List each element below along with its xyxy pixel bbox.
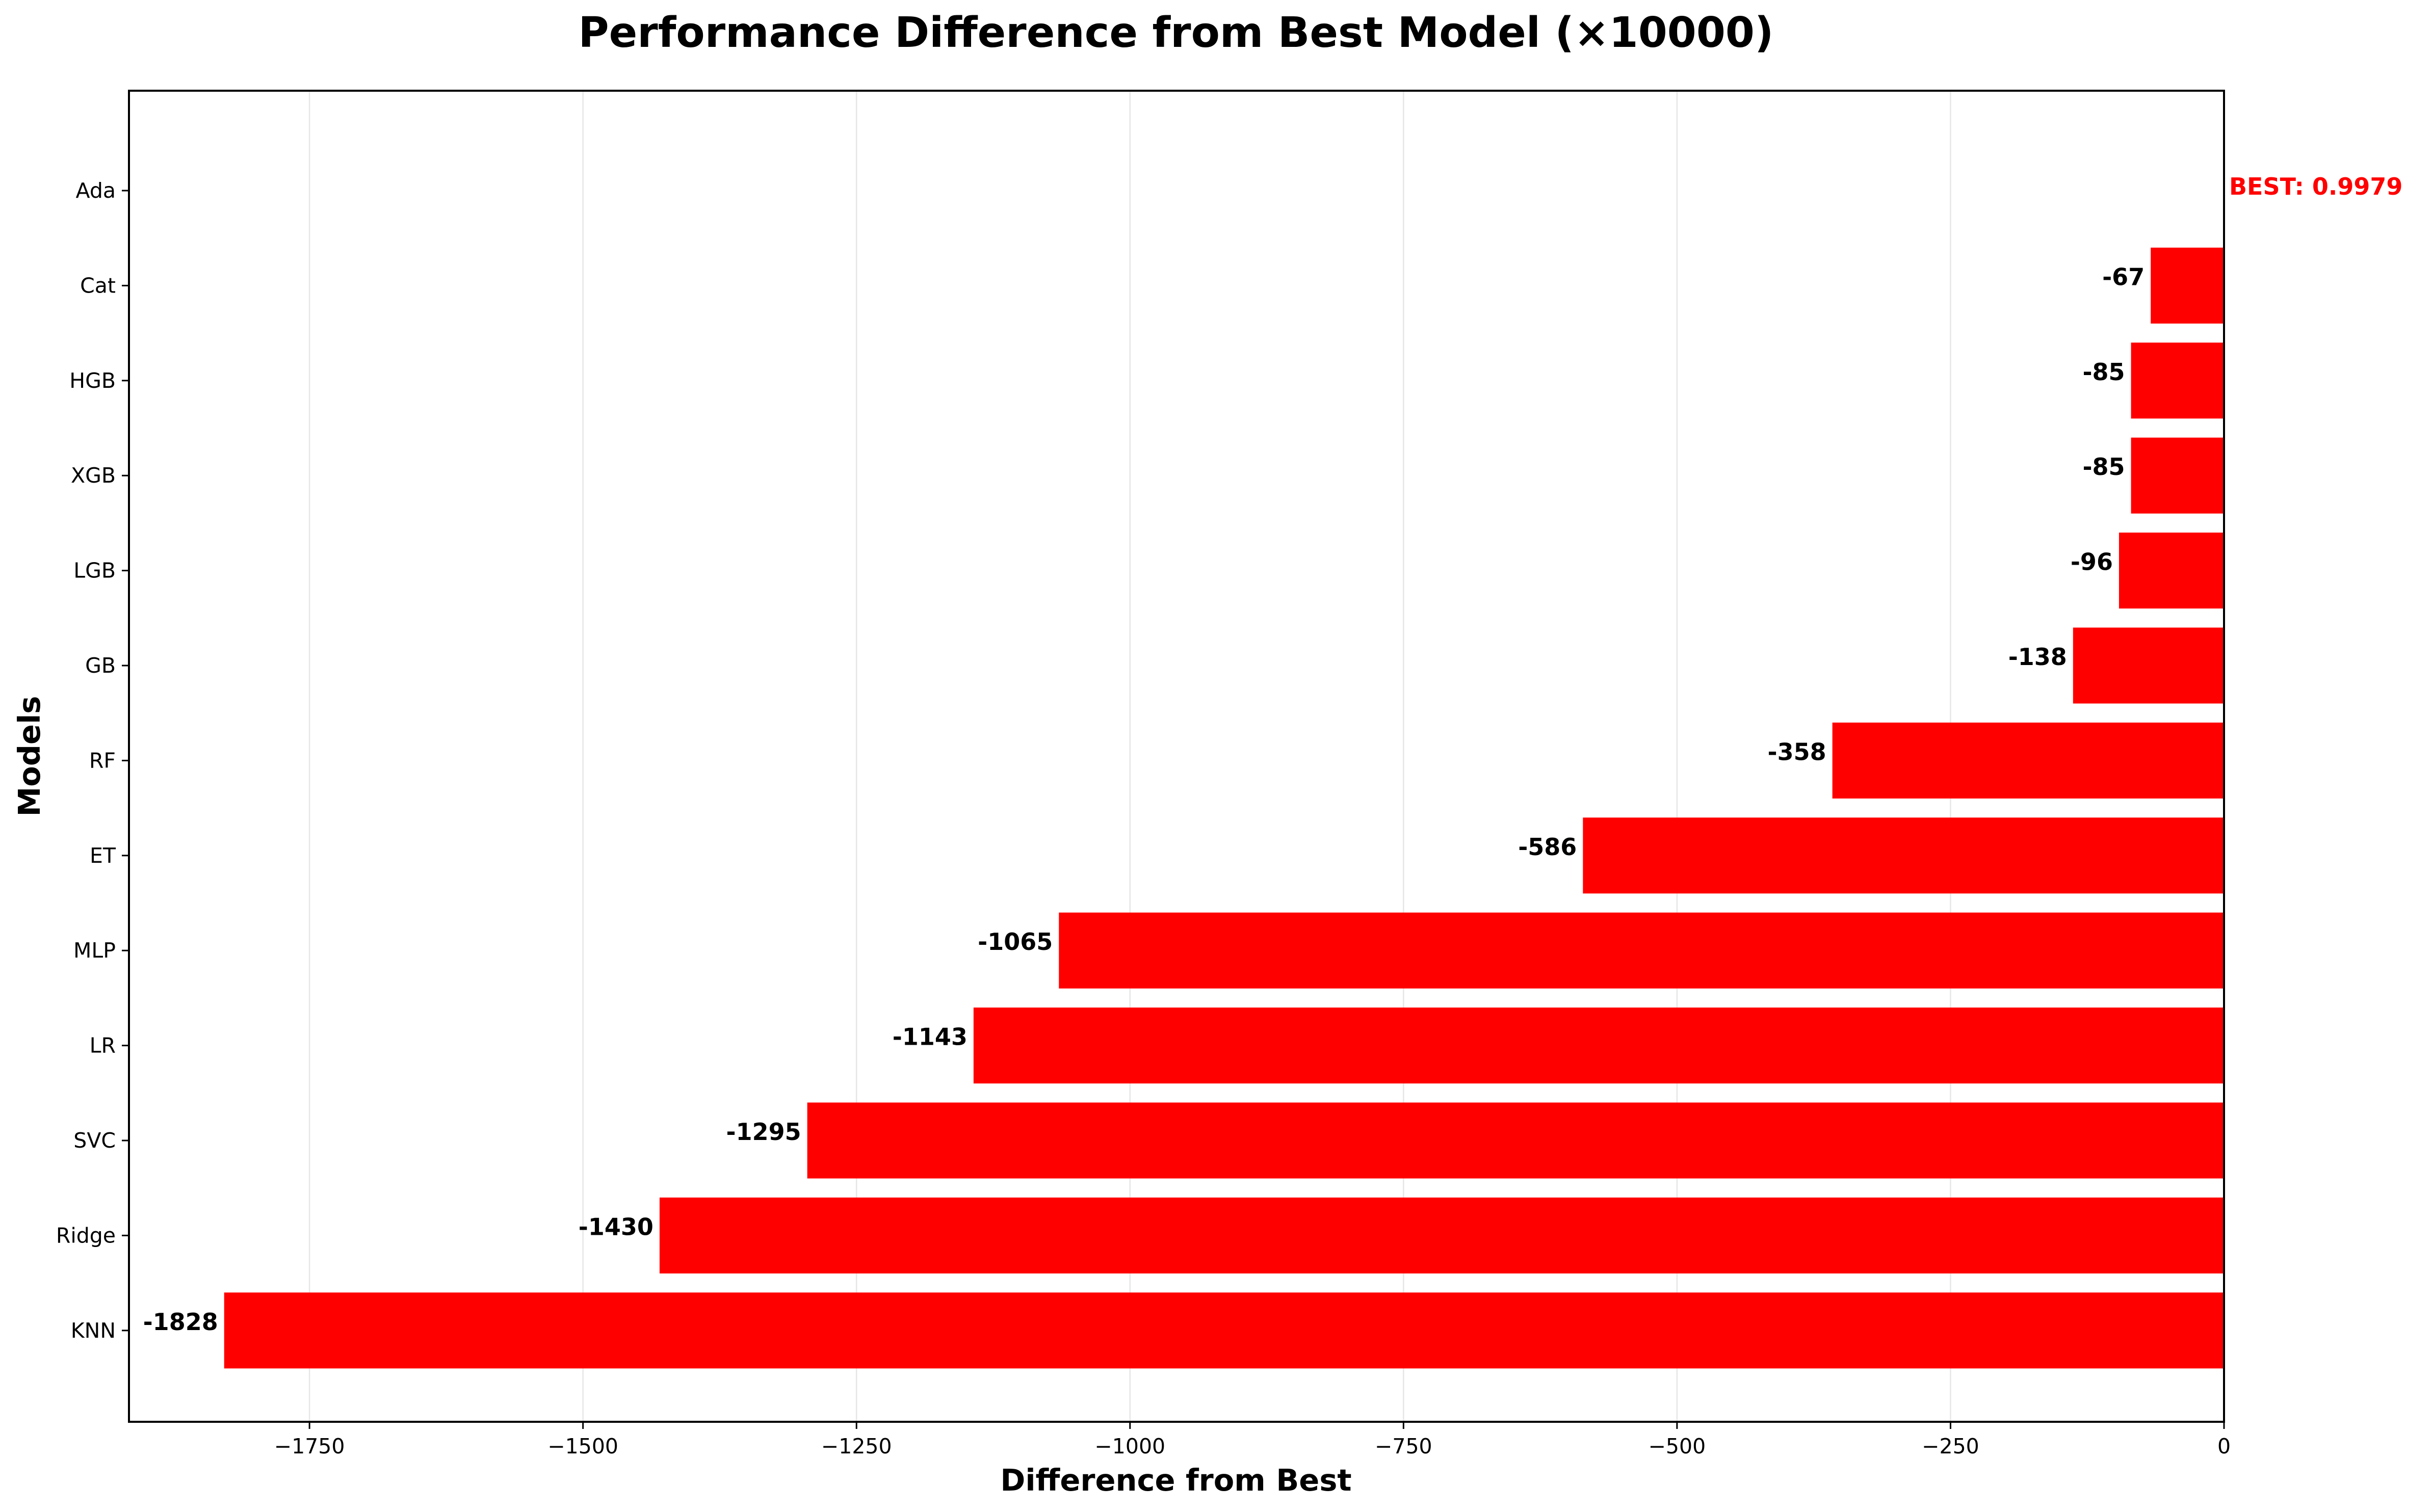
- x-tick-label: −1750: [274, 1434, 345, 1458]
- bar: [973, 1007, 2224, 1084]
- bar: [1059, 912, 2224, 989]
- x-tick-label: −1500: [547, 1434, 618, 1458]
- x-tick-label: −750: [1375, 1434, 1432, 1458]
- bar: [2151, 247, 2224, 324]
- y-tick-label: HGB: [69, 368, 116, 393]
- bar: [2073, 627, 2224, 704]
- y-tick-label: Cat: [80, 273, 116, 298]
- data-label: -1430: [579, 1213, 653, 1240]
- bars: [224, 247, 2224, 1369]
- y-tick-label: MLP: [73, 938, 116, 963]
- x-tick-label: −250: [1922, 1434, 1979, 1458]
- best-annotation: BEST: 0.9979: [2229, 173, 2402, 200]
- y-axis: Ada Cat HGB XGB LGB GB RF ET MLP LR SVC Ridge KNN: [56, 178, 129, 1343]
- x-axis-title: Difference from Best: [1000, 1463, 1351, 1498]
- bar: [659, 1197, 2224, 1274]
- bar: [807, 1102, 2224, 1179]
- data-label: -586: [1518, 833, 1577, 861]
- y-tick-label: SVC: [73, 1128, 116, 1153]
- y-tick-label: RF: [89, 748, 116, 773]
- data-label: -358: [1768, 738, 1826, 765]
- bar: [2131, 437, 2224, 514]
- y-tick-label: KNN: [71, 1318, 116, 1343]
- data-label: -1065: [978, 928, 1053, 956]
- plot-frame: [128, 90, 2225, 1423]
- x-tick-label: −1000: [1094, 1434, 1165, 1458]
- bar: [1583, 817, 2224, 894]
- data-label: -96: [2071, 548, 2113, 576]
- y-tick-label: LR: [90, 1033, 116, 1058]
- data-label: -1828: [143, 1308, 218, 1336]
- y-tick-label: ET: [90, 843, 116, 868]
- data-label: -1295: [726, 1118, 801, 1146]
- bar: [2131, 342, 2224, 419]
- data-label: -1143: [893, 1023, 967, 1051]
- y-axis-title: Models: [12, 696, 47, 817]
- chart-title: Performance Difference from Best Model (…: [579, 9, 1774, 57]
- y-tick-label: Ada: [76, 178, 116, 203]
- y-tick-label: XGB: [71, 463, 116, 488]
- data-label: -85: [2082, 358, 2125, 386]
- bar: [1832, 722, 2224, 799]
- bar: [2119, 533, 2224, 609]
- y-tick-label: GB: [85, 653, 116, 678]
- y-tick-label: Ridge: [56, 1223, 116, 1248]
- x-tick-label: −1250: [821, 1434, 892, 1458]
- x-tick-label: −500: [1649, 1434, 1706, 1458]
- data-labels: -67 -85 -85 -96 -138 -358 -586 -1065 -1143 -1295 -…: [143, 263, 2145, 1335]
- data-label: -138: [2008, 643, 2067, 671]
- x-tick-label: 0: [2217, 1434, 2231, 1458]
- y-tick-label: LGB: [73, 559, 116, 583]
- x-axis: −1750 −1500 −1250 −1000 −750 −500 −250 0: [274, 1422, 2231, 1458]
- bar: [224, 1292, 2224, 1369]
- data-label: -85: [2082, 453, 2125, 481]
- data-label: -67: [2102, 263, 2145, 290]
